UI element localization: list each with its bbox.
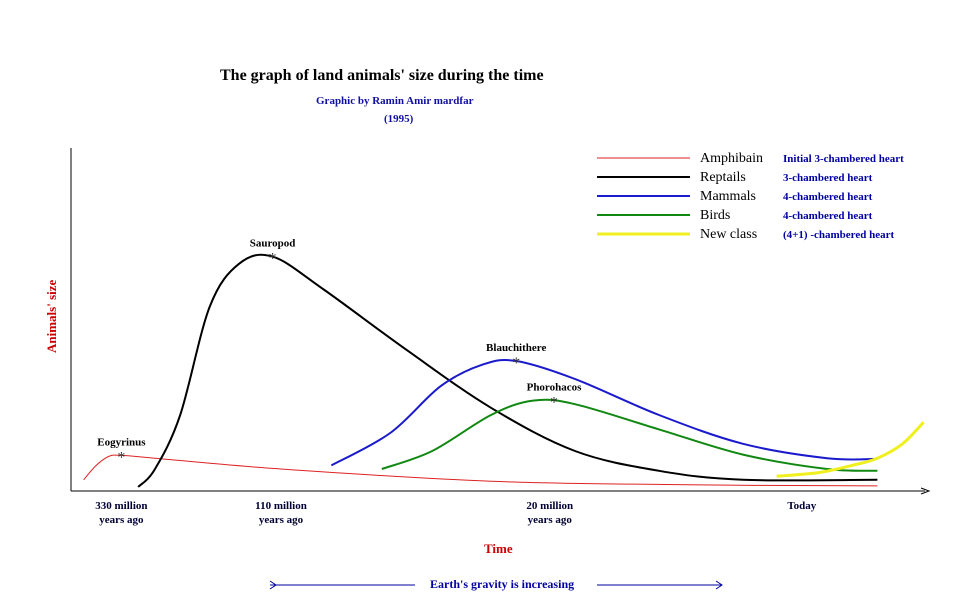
annotation-label: Phorohacos bbox=[527, 382, 583, 394]
legend-label: Mammals bbox=[700, 189, 756, 204]
gravity-arrow-left-head bbox=[269, 580, 277, 590]
x-tick-label: 20 million bbox=[526, 500, 573, 512]
peak-marker: * bbox=[512, 355, 520, 372]
annotation-label: Sauropod bbox=[250, 238, 296, 250]
peak-marker: * bbox=[117, 449, 125, 466]
annotation-label: Eogyrinus bbox=[97, 436, 146, 448]
gravity-arrow-right-head bbox=[715, 580, 723, 590]
x-tick-label: Today bbox=[787, 500, 816, 512]
legend-label: Birds bbox=[700, 208, 730, 223]
legend-note: 4-chambered heart bbox=[783, 210, 873, 222]
y-axis-label: Animals' size bbox=[44, 279, 59, 353]
x-axis-arrow bbox=[920, 487, 931, 495]
x-tick-label: 330 million bbox=[95, 500, 147, 512]
legend-label: Reptails bbox=[700, 170, 746, 185]
gravity-note-text: Earth's gravity is increasing bbox=[430, 577, 574, 591]
x-tick-sublabel: years ago bbox=[99, 514, 144, 526]
annotations: *Eogyrinus*Sauropod*Blauchithere*Phoroha… bbox=[97, 238, 582, 467]
series-line-4 bbox=[776, 421, 925, 478]
chart-subtitle-year: (1995) bbox=[384, 113, 414, 125]
peak-marker: * bbox=[269, 251, 277, 268]
legend-note: (4+1) -chambered heart bbox=[783, 229, 894, 241]
series-line-3 bbox=[381, 398, 878, 472]
x-ticks: 330 million years ago 110 million years ago… bbox=[95, 500, 817, 526]
legend-note: 3-chambered heart bbox=[783, 172, 873, 184]
x-tick-sublabel: years ago bbox=[259, 514, 304, 526]
peak-marker: * bbox=[550, 395, 558, 412]
legend: Amphibain Initial 3-chambered heart Reptai… bbox=[597, 151, 904, 242]
series-lines bbox=[83, 253, 925, 488]
legend-label: New class bbox=[700, 227, 757, 242]
series-line-1 bbox=[137, 253, 878, 488]
legend-note: 4-chambered heart bbox=[783, 191, 873, 203]
series-line-0 bbox=[83, 454, 878, 487]
chart-subtitle: Graphic by Ramin Amir mardfar bbox=[316, 95, 474, 107]
x-axis-label: Time bbox=[484, 541, 513, 556]
annotation-label: Blauchithere bbox=[486, 342, 546, 354]
chart-title: The graph of land animals' size during t… bbox=[220, 67, 544, 84]
x-tick-label: 110 million bbox=[255, 500, 307, 512]
legend-note: Initial 3-chambered heart bbox=[783, 153, 904, 165]
series-line-2 bbox=[330, 358, 878, 467]
gravity-note: Earth's gravity is increasing bbox=[269, 577, 723, 591]
x-tick-sublabel: years ago bbox=[528, 514, 573, 526]
legend-label: Amphibain bbox=[700, 151, 763, 166]
